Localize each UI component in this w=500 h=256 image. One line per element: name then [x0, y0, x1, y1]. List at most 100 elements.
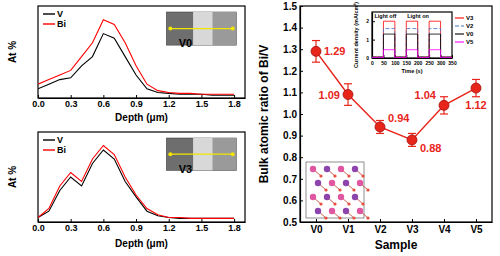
tick-mark: [300, 200, 303, 201]
tick-label: 0.6: [98, 223, 111, 233]
crystal-part: [366, 188, 369, 191]
tick-mark: [234, 219, 235, 222]
error-bar-part: [344, 83, 352, 84]
plot-area: [38, 20, 234, 95]
tick-mark: [71, 95, 72, 98]
legend: VBi: [43, 135, 66, 155]
marker: [311, 46, 321, 56]
crystal-part: [310, 194, 316, 200]
crystal-part: [324, 216, 327, 219]
tick-mark: [476, 219, 477, 222]
data-label: 0.94: [388, 112, 410, 124]
tick-label: 1.2: [163, 99, 176, 109]
tick-label: 150: [403, 60, 412, 66]
tick-mark: [380, 219, 381, 222]
tick: 1: [366, 37, 375, 43]
data-label: 1.29: [324, 45, 345, 57]
legend-swatch: [455, 25, 464, 26]
tick: 0.0: [32, 95, 45, 109]
tick: V1: [342, 219, 355, 235]
tick: 0.7: [283, 174, 303, 185]
marker: [375, 122, 385, 132]
background: [0, 0, 500, 256]
sem-part: [170, 154, 232, 155]
tick: 0.3: [65, 219, 78, 233]
tick-label: 0.6: [283, 195, 297, 206]
marker: [407, 135, 417, 145]
tick-mark: [452, 55, 453, 58]
tick-mark: [300, 6, 303, 7]
tick: 0.6: [283, 195, 303, 206]
crystal-part: [352, 166, 358, 172]
crystal-part: [352, 188, 355, 191]
tick-label: V1: [342, 224, 355, 235]
figure: 0.00.30.60.91.21.51.8Depth (μm)At %VBiV0…: [0, 0, 500, 256]
marker: [439, 100, 449, 110]
tick-label: 0.6: [98, 99, 111, 109]
tick-mark: [300, 28, 303, 29]
legend-label: V: [57, 135, 63, 145]
legend: VBi: [43, 9, 66, 29]
tick-label: 1.5: [196, 223, 209, 233]
y-axis: 0.50.60.70.80.91.01.11.21.31.41.5: [283, 1, 303, 228]
error-bar-part: [440, 113, 448, 114]
error-bar: [312, 41, 320, 63]
tick-mark: [201, 219, 202, 222]
tick-label: 250: [425, 60, 434, 66]
data-label: 1.12: [465, 99, 486, 111]
tick: V5: [470, 219, 483, 235]
tick-mark: [300, 49, 303, 50]
error-bar: [472, 79, 480, 96]
series-line: [38, 20, 234, 95]
tick-label: 0.0: [32, 99, 45, 109]
tick-mark: [372, 40, 375, 41]
tick: 350: [448, 55, 457, 66]
legend-swatch: [43, 13, 55, 14]
error-bar-part: [344, 105, 352, 106]
tick-label: 200: [414, 60, 423, 66]
series-line: [372, 34, 452, 57]
error-bar: [344, 84, 352, 106]
crystal-part: [361, 202, 364, 205]
crystal-structure: [306, 162, 370, 220]
tick-mark: [300, 157, 303, 158]
y-axis-title: Current density (mA/cm²): [353, 2, 359, 68]
tick-label: 0: [366, 55, 369, 61]
tick: 0.3: [65, 95, 78, 109]
crystal-part: [319, 202, 322, 205]
x-axis-title: Sample: [375, 238, 418, 252]
tick-mark: [201, 95, 202, 98]
plot-frame: [300, 6, 492, 222]
sem-image: [166, 12, 236, 45]
tick-label: V3: [406, 224, 419, 235]
tick-label: 0.8: [283, 152, 297, 163]
series-line: [372, 21, 452, 57]
crystal-part: [324, 166, 330, 172]
plot-frame: [38, 6, 245, 98]
tick: 0.6: [98, 219, 111, 233]
sem-part: [166, 138, 236, 170]
tick-mark: [136, 219, 137, 222]
legend-label: V3: [466, 15, 474, 21]
tick: V4: [438, 219, 451, 235]
error-bar: [376, 120, 384, 133]
legend-label: V: [57, 9, 63, 19]
tick-mark: [300, 179, 303, 180]
tick-label: 0: [371, 60, 374, 66]
tick-mark: [71, 219, 72, 222]
tick-label: 1.3: [283, 44, 297, 55]
tick-label: 0.5: [283, 217, 297, 228]
crystal-part: [333, 174, 336, 177]
series-line: [38, 146, 234, 219]
tick-mark: [300, 71, 303, 72]
tick: 200: [414, 55, 423, 66]
legend-label: Bi: [57, 19, 66, 29]
crystal-part: [329, 208, 335, 214]
error-bar-part: [408, 146, 416, 147]
crystal-part: [338, 166, 344, 172]
legend-swatch: [43, 139, 55, 140]
x-axis-title: Depth (μm): [115, 112, 168, 123]
tick-mark: [234, 95, 235, 98]
axis-line: [372, 13, 373, 59]
tick-label: 1.2: [283, 66, 297, 77]
